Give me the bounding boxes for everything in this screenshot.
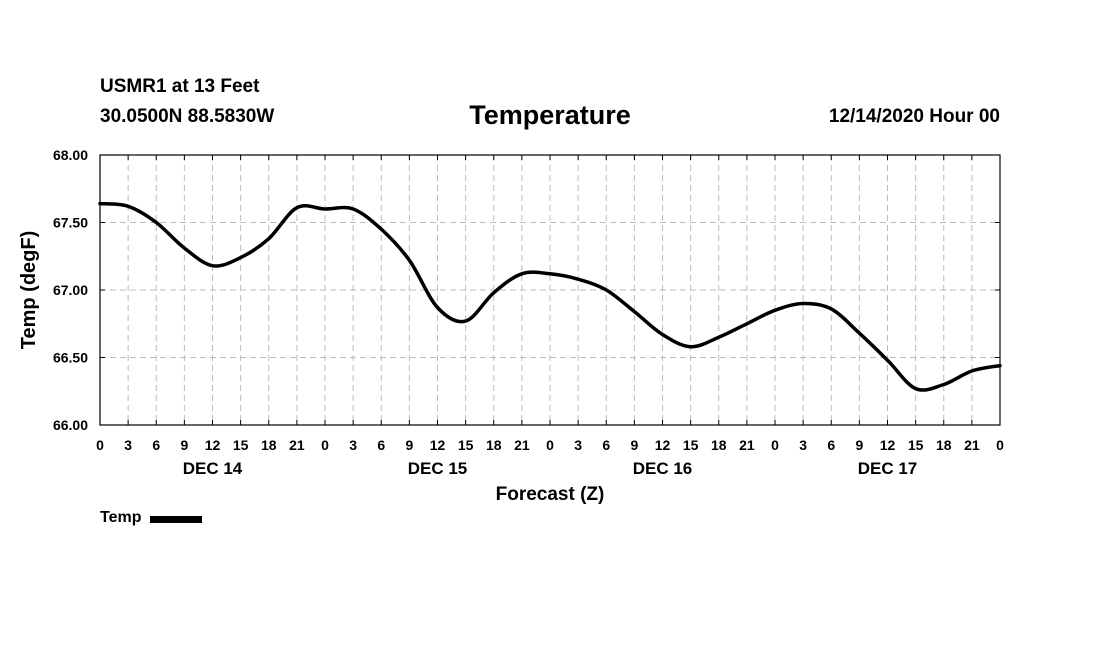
plot-frame (99, 154, 1001, 426)
x-tick-label: 0 (546, 437, 554, 453)
x-tick-label: 0 (771, 437, 779, 453)
station-label: USMR1 at 13 Feet (100, 76, 260, 97)
day-label: DEC 14 (183, 459, 243, 478)
x-tick-label: 9 (405, 437, 413, 453)
x-tick-label: 15 (458, 437, 474, 453)
x-tick-label: 21 (739, 437, 755, 453)
y-tick-label: 67.50 (53, 215, 88, 231)
x-tick-label: 0 (96, 437, 104, 453)
x-tick-label: 0 (996, 437, 1004, 453)
x-tick-label: 15 (233, 437, 249, 453)
x-tick-label: 3 (574, 437, 582, 453)
day-label: DEC 16 (633, 459, 693, 478)
x-tick-label: 18 (486, 437, 502, 453)
x-tick-label: 9 (630, 437, 638, 453)
y-tick-label: 66.50 (53, 350, 88, 366)
y-tick-label: 68.00 (53, 147, 88, 163)
series-layer (98, 201, 1002, 392)
x-axis-title: Forecast (Z) (496, 484, 605, 505)
day-label: DEC 17 (858, 459, 918, 478)
x-tick-label: 6 (827, 437, 835, 453)
temp-series-line (98, 201, 1002, 392)
y-axis-title: Temp (degF) (18, 231, 40, 350)
x-tick-label: 15 (908, 437, 924, 453)
x-tick-label: 3 (124, 437, 132, 453)
x-tick-label: 12 (880, 437, 896, 453)
legend: Temp (100, 509, 203, 527)
x-tick-label: 18 (261, 437, 277, 453)
legend-line-swatch (150, 515, 203, 523)
x-tick-label: 18 (711, 437, 727, 453)
x-tick-label: 12 (655, 437, 671, 453)
chart-title: Temperature (469, 100, 631, 130)
y-tick-label: 67.00 (53, 282, 88, 298)
x-tick-label: 21 (964, 437, 980, 453)
x-tick-label: 9 (855, 437, 863, 453)
axis-labels: 0 3 6 9 12 15 18 21 0 3 6 9 12 15 18 21 0 3 6 9 12 15 18 21 0 3 6 9… (18, 147, 1004, 505)
day-label: DEC 15 (408, 459, 468, 478)
x-tick-label: 0 (321, 437, 329, 453)
y-tick-label: 66.00 (53, 417, 88, 433)
x-tick-label: 6 (152, 437, 160, 453)
legend-label: Temp (100, 509, 142, 526)
coordinates-label: 30.0500N 88.5830W (100, 106, 275, 127)
x-tick-label: 15 (683, 437, 699, 453)
x-tick-label: 21 (289, 437, 305, 453)
x-tick-label: 12 (430, 437, 446, 453)
x-tick-label: 3 (349, 437, 357, 453)
x-tick-label: 21 (514, 437, 530, 453)
x-tick-label: 6 (602, 437, 610, 453)
x-tick-label: 3 (799, 437, 807, 453)
forecast-timestamp: 12/14/2020 Hour 00 (828, 106, 1000, 127)
grid (100, 155, 1000, 425)
x-tick-label: 12 (205, 437, 221, 453)
x-tick-label: 18 (936, 437, 952, 453)
x-tick-label: 6 (377, 437, 385, 453)
x-tick-label: 9 (180, 437, 188, 453)
axis-ticks (99, 154, 1001, 426)
